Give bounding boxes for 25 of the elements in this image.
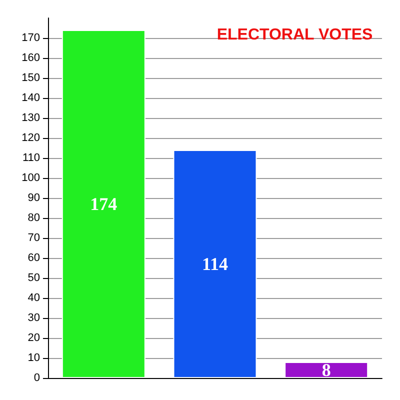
y-tick-label: 0 <box>34 372 40 384</box>
y-tick-label: 150 <box>22 72 40 84</box>
y-tick-label: 50 <box>28 272 40 284</box>
data-label: 8 <box>322 360 331 380</box>
y-tick-label: 70 <box>28 232 40 244</box>
y-tick-label: 20 <box>28 332 40 344</box>
y-tick-label: 100 <box>22 172 40 184</box>
y-tick-label: 80 <box>28 212 40 224</box>
text: ELECTORAL VOTES <box>216 26 374 44</box>
y-tick-label: 10 <box>28 352 40 364</box>
y-tick-label: 40 <box>28 292 40 304</box>
y-tick-label: 110 <box>22 152 40 164</box>
y-tick-label: 60 <box>28 252 40 264</box>
y-tick-label: 170 <box>22 32 40 44</box>
y-tick-label: 140 <box>22 92 40 104</box>
bar <box>62 30 146 378</box>
data-label: 174 <box>90 194 118 214</box>
bar <box>284 362 368 378</box>
bar <box>173 150 257 378</box>
data-label: 114 <box>202 254 228 274</box>
y-tick-label: 90 <box>28 192 40 204</box>
y-tick-label: 120 <box>22 132 40 144</box>
y-tick-label: 30 <box>28 312 40 324</box>
y-tick-label: 160 <box>22 52 40 64</box>
y-tick-label: 130 <box>22 112 40 124</box>
